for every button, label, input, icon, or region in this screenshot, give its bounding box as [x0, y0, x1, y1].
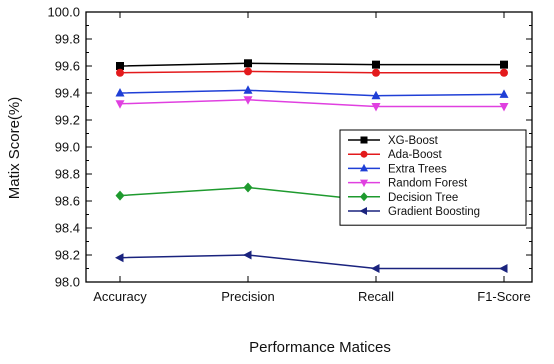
- data-point: [372, 60, 380, 69]
- y-tick-label: 100.0: [47, 5, 80, 20]
- legend-label: Extra Trees: [388, 163, 447, 175]
- y-tick-label: 98.4: [55, 221, 80, 236]
- data-point: [243, 96, 253, 105]
- legend-marker: [360, 163, 368, 172]
- legend-item: Extra Trees: [348, 163, 447, 175]
- legend-marker: [360, 136, 368, 144]
- legend-label: Random Forest: [388, 178, 468, 190]
- y-tick-label: 98.6: [55, 194, 80, 209]
- series-line: [119, 89, 505, 97]
- x-tick-label: Accuracy: [93, 289, 147, 304]
- legend-label: XG-Boost: [388, 135, 439, 147]
- series-gradient-boosting: [115, 250, 508, 273]
- y-axis-title: Matix Score(%): [6, 97, 23, 200]
- series-line: [119, 62, 504, 67]
- x-tick-label: F1-Score: [477, 289, 530, 304]
- data-point: [244, 59, 252, 68]
- y-tick-label: 98.0: [55, 275, 80, 290]
- data-point: [115, 100, 125, 109]
- series-random-forest: [115, 96, 509, 112]
- legend-label: Gradient Boosting: [388, 206, 480, 218]
- y-tick-label: 99.2: [55, 113, 80, 128]
- x-tick-label: Recall: [358, 289, 394, 304]
- data-point: [115, 190, 125, 201]
- data-point: [244, 67, 252, 76]
- legend-box: [339, 129, 527, 226]
- y-tick-label: 99.0: [55, 140, 80, 155]
- data-point: [371, 103, 381, 112]
- series-ada-boost: [116, 67, 508, 77]
- x-axis-title: Performance Matices: [249, 339, 391, 356]
- data-point: [115, 88, 125, 97]
- data-point: [500, 60, 508, 69]
- data-point: [116, 68, 124, 77]
- series-line: [119, 98, 504, 108]
- data-point: [372, 68, 380, 77]
- series-line: [119, 70, 504, 74]
- y-tick-label: 99.4: [55, 86, 80, 101]
- y-tick-label: 98.2: [55, 248, 80, 263]
- legend-label: Ada-Boost: [388, 149, 443, 161]
- data-point: [371, 264, 380, 273]
- legend: XG-Boost Ada-Boost Extra Trees Random Fores…: [339, 129, 527, 226]
- data-point: [499, 264, 508, 273]
- data-point: [243, 85, 253, 94]
- legend-item: Gradient Boosting: [348, 206, 480, 218]
- data-point: [500, 68, 508, 77]
- y-tick-label: 99.8: [55, 32, 80, 47]
- legend-label: Decision Tree: [388, 192, 458, 204]
- legend-marker: [359, 207, 367, 215]
- data-point: [115, 253, 124, 263]
- legend-marker: [360, 179, 368, 188]
- data-point: [499, 89, 509, 98]
- legend-item: Random Forest: [348, 178, 468, 190]
- y-tick-label: 99.6: [55, 59, 80, 74]
- legend-marker: [360, 150, 368, 158]
- legend-item: Ada-Boost: [348, 149, 443, 161]
- data-point: [116, 62, 124, 70]
- series-extra-trees: [115, 85, 509, 100]
- legend-item: Decision Tree: [348, 192, 458, 204]
- x-tick-label: Precision: [221, 289, 274, 304]
- data-point: [243, 182, 253, 193]
- legend-marker: [360, 192, 368, 202]
- legend-item: XG-Boost: [348, 135, 439, 147]
- y-tick-label: 98.8: [55, 167, 80, 182]
- data-point: [371, 90, 381, 100]
- series-line: [119, 254, 504, 270]
- series-xg-boost: [116, 59, 508, 70]
- data-point: [499, 103, 509, 112]
- data-point: [243, 250, 252, 260]
